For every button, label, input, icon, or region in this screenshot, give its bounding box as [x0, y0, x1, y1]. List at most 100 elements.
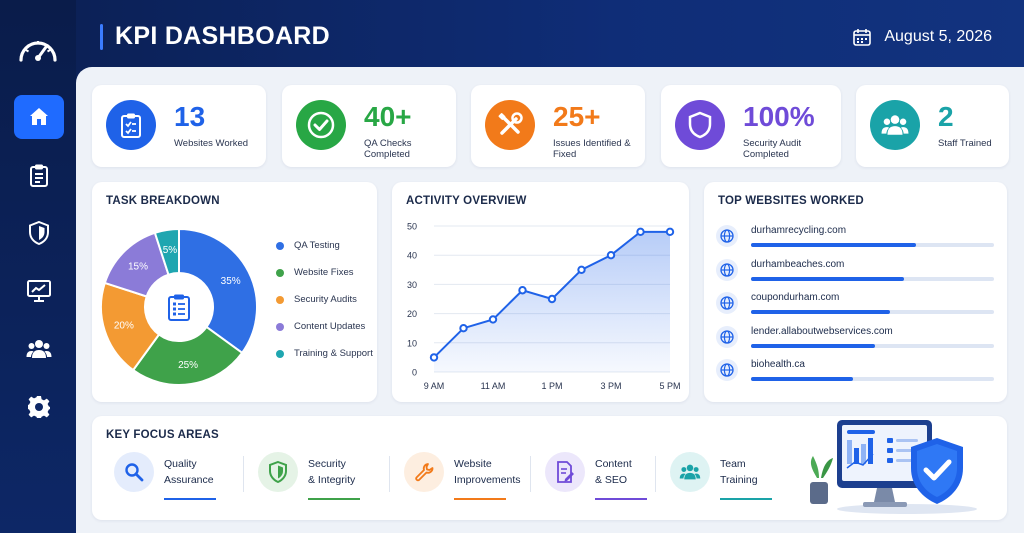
y-tick-label: 10: [407, 338, 417, 348]
website-row[interactable]: durhambeaches.com: [716, 257, 1006, 287]
kpi-card-issues: 25+ Issues Identified & Fixed: [471, 85, 645, 167]
focus-area-underline: [595, 498, 647, 500]
donut-slice-2: [100, 281, 161, 372]
sidebar-item-users[interactable]: [14, 327, 64, 371]
sidebar-item-analytics[interactable]: [14, 269, 64, 313]
x-tick-label: 1 PM: [541, 381, 562, 391]
data-point: [518, 286, 527, 295]
key-focus-panel: KEY FOCUS AREAS Quality Assurance Securit…: [92, 416, 1007, 520]
donut-slice-label: 15%: [128, 261, 148, 272]
title-accent-bar: [100, 23, 103, 50]
shield-icon: [29, 221, 49, 245]
users-icon: [670, 452, 710, 492]
website-row[interactable]: lender.allaboutwebservices.com: [716, 324, 1006, 354]
top-websites-title: TOP WEBSITES WORKED: [718, 195, 864, 207]
x-tick-label: 5 PM: [659, 381, 680, 391]
legend-label: Content Updates: [294, 321, 366, 332]
gear-icon: [28, 396, 50, 418]
kpi-icon-circle: [106, 100, 156, 150]
data-point: [606, 251, 616, 260]
focus-area-label: Content & SEO: [595, 458, 632, 486]
website-name[interactable]: lender.allaboutwebservices.com: [751, 325, 893, 337]
focus-area-item[interactable]: Security & Integrity: [258, 450, 378, 500]
y-tick-label: 20: [407, 309, 417, 319]
website-progress-fill: [751, 343, 875, 348]
website-progress-track: [751, 310, 994, 314]
website-name[interactable]: durhamrecycling.com: [751, 225, 847, 236]
data-point: [636, 227, 645, 237]
activity-area-chart: 0 10 20 30 40 50 9 AM 11 AM 1 PM 3 PM 5 PM: [407, 222, 681, 392]
sidebar-item-settings[interactable]: [14, 385, 64, 429]
website-progress-fill: [751, 276, 905, 281]
magnifier-icon: [114, 452, 154, 492]
globe-icon: [716, 359, 738, 381]
task-breakdown-title: TASK BREAKDOWN: [106, 195, 220, 207]
donut-slice-0: [178, 227, 258, 355]
website-progress-fill: [751, 243, 917, 247]
data-point: [577, 265, 586, 274]
website-row[interactable]: durhamrecycling.com: [716, 223, 1006, 253]
focus-area-underline: [720, 498, 772, 500]
website-row[interactable]: biohealth.ca: [716, 357, 1006, 387]
kpi-label: Staff Trained: [938, 138, 992, 149]
clipboard-icon: [168, 294, 190, 321]
donut-slice-4: [153, 227, 180, 276]
focus-area-item[interactable]: Team Training: [670, 450, 790, 500]
donut-slice-label: 25%: [178, 360, 198, 371]
activity-overview-title: ACTIVITY OVERVIEW: [406, 195, 527, 207]
focus-area-label: Quality Assurance: [164, 458, 214, 486]
focus-divider: [243, 456, 244, 492]
sidebar-item-home[interactable]: [14, 95, 64, 139]
donut-slice-1: [131, 325, 244, 386]
clipboard-icon: [30, 164, 48, 187]
legend-item: Content Updates: [276, 321, 365, 332]
sidebar-item-security[interactable]: [14, 211, 64, 255]
focus-divider: [655, 456, 656, 492]
donut-center: [146, 274, 212, 340]
website-progress-track: [751, 276, 994, 281]
website-name[interactable]: coupondurham.com: [751, 292, 840, 303]
kpi-card-security-audit: 100% Security Audit Completed: [661, 85, 841, 167]
sidebar-item-tasks[interactable]: [14, 153, 64, 197]
globe-icon: [716, 258, 738, 281]
focus-area-underline: [308, 498, 360, 500]
kpi-card-websites: 13 Websites Worked: [92, 85, 266, 167]
focus-area-item[interactable]: Quality Assurance: [114, 450, 234, 500]
legend-swatch: [276, 241, 284, 250]
activity-overview-panel: ACTIVITY OVERVIEW 0 10 20 30 40 50 9 AM 11 AM 1 …: [392, 182, 689, 402]
main-content: 13 Websites Worked 40+ QA Checks Complet…: [76, 67, 1024, 533]
kpi-label: Websites Worked: [174, 138, 249, 149]
legend-label: Website Fixes: [294, 267, 354, 278]
monitor-chart-icon: [27, 280, 51, 302]
legend-label: Training & Support: [294, 348, 373, 359]
kpi-icon-circle: [675, 100, 725, 150]
legend-item: Training & Support: [276, 348, 373, 359]
website-name[interactable]: durhambeaches.com: [751, 258, 845, 270]
legend-item: Website Fixes: [276, 267, 353, 278]
focus-area-item[interactable]: Website Improvements: [404, 450, 524, 500]
focus-area-label: Website Improvements: [454, 458, 521, 486]
website-progress-track: [751, 343, 994, 348]
focus-divider: [530, 456, 531, 492]
task-breakdown-panel: TASK BREAKDOWN 35% 25% 20% 15% 5% QA Testing…: [92, 182, 377, 402]
kpi-value: 2: [938, 101, 954, 132]
legend-swatch: [276, 349, 284, 358]
top-bar: KPI DASHBOARD August 5, 2026: [0, 0, 1024, 72]
legend-swatch: [276, 295, 284, 304]
check-icon: [307, 111, 335, 139]
focus-area-item[interactable]: Content & SEO: [545, 450, 665, 500]
security-dashboard-illustration: [810, 420, 977, 514]
x-tick-label: 11 AM: [481, 381, 506, 391]
users-icon: [26, 340, 52, 358]
sidebar: [0, 0, 76, 533]
website-name[interactable]: biohealth.ca: [751, 359, 805, 370]
x-tick-label: 9 AM: [424, 381, 445, 391]
focus-area-underline: [454, 498, 506, 500]
website-row[interactable]: coupondurham.com: [716, 290, 1006, 320]
kpi-value: 25+: [553, 101, 601, 132]
kpi-value: 40+: [364, 101, 412, 132]
legend-item: QA Testing: [276, 240, 340, 251]
x-tick-label: 3 PM: [600, 381, 621, 391]
task-donut-chart: 35% 25% 20% 15% 5%: [100, 227, 258, 386]
current-date: August 5, 2026: [884, 28, 992, 45]
